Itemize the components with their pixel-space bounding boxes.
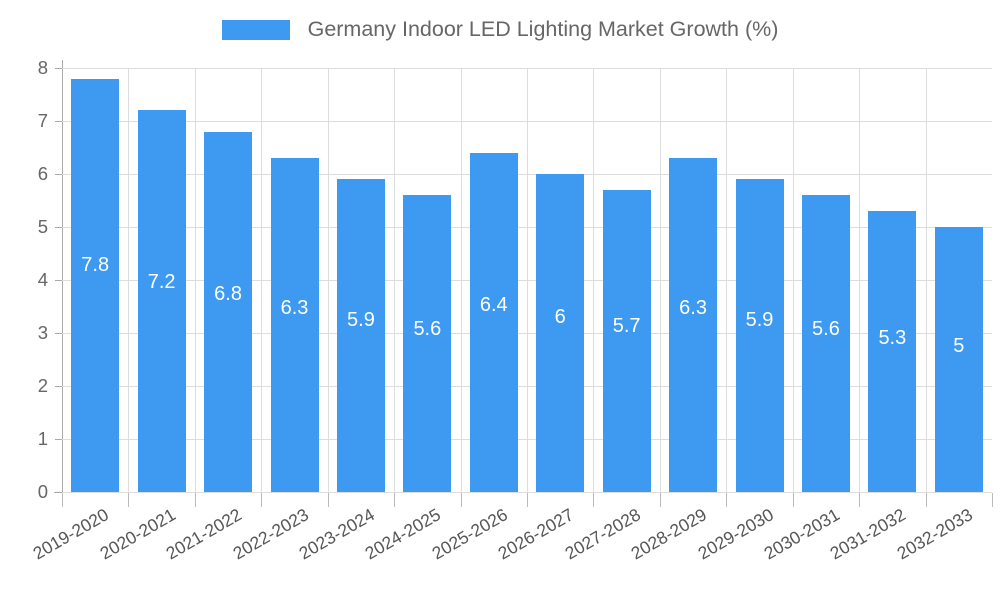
y-tick-mark: [55, 68, 62, 69]
y-tick-label: 4: [37, 268, 48, 290]
x-tick-mark: [593, 493, 594, 507]
y-tick-label: 2: [37, 374, 48, 396]
x-tick-mark: [261, 493, 262, 507]
x-tick-mark: [461, 493, 462, 507]
y-tick-mark: [55, 280, 62, 281]
x-tick-mark: [527, 493, 528, 507]
y-axis-labels: 0 1 2 3 4 5 6 7 8: [0, 58, 48, 500]
bar[interactable]: 5.6: [403, 195, 452, 492]
y-tick-label: 3: [37, 321, 48, 343]
y-tick-label: 1: [37, 427, 48, 449]
bar[interactable]: 6.8: [204, 131, 253, 492]
y-tick-mark: [55, 227, 62, 228]
bar[interactable]: 7.2: [137, 110, 186, 492]
bar-value-label: 5.7: [612, 314, 641, 337]
y-tick-mark: [55, 492, 62, 493]
x-gridline: [328, 68, 329, 492]
x-tick-mark: [195, 493, 196, 507]
bar[interactable]: 5.7: [602, 189, 651, 492]
bar-value-label: 5.9: [347, 309, 375, 332]
x-gridline: [926, 68, 927, 492]
y-tick-label: 6: [37, 162, 48, 184]
bar-value-label: 5.3: [878, 326, 907, 349]
x-tick-mark: [726, 493, 727, 507]
y-tick-label: 0: [37, 480, 48, 502]
x-gridline: [527, 68, 528, 492]
x-gridline: [859, 68, 860, 492]
bar-value-label: 5.9: [745, 309, 774, 332]
bar[interactable]: 5.6: [801, 195, 850, 492]
x-axis-labels: 2019-2020 2020-2021 2021-2022 2022-2023 2023…: [30, 492, 992, 600]
bar[interactable]: 5.9: [735, 179, 784, 492]
bar[interactable]: 5: [934, 227, 983, 492]
x-gridline: [195, 68, 196, 492]
y-axis-line: [62, 60, 63, 492]
bar-value-label: 6.4: [479, 294, 508, 317]
y-tick-label: 8: [37, 56, 48, 78]
y-tick-label: 5: [37, 215, 48, 237]
x-tick-mark: [128, 493, 129, 507]
bar-value-label: 7.2: [147, 271, 176, 294]
bar-value-label: 6: [554, 306, 566, 329]
bar-value-label: 6.3: [679, 297, 707, 320]
x-tick-mark: [992, 493, 993, 507]
x-gridline: [726, 68, 727, 492]
bar-value-label: 5.6: [413, 317, 442, 340]
bar[interactable]: 7.8: [71, 78, 120, 492]
y-tick-mark: [55, 333, 62, 334]
bar[interactable]: 6: [536, 174, 585, 492]
plot-area: 7.8 7.2 6.8 6.3 5.9 5.6 6.4 6 5.7 6.3 5.9 5.6 5.3 5: [54, 60, 993, 507]
x-gridline: [660, 68, 661, 492]
legend-color-swatch: [221, 20, 290, 40]
x-tick-mark: [328, 493, 329, 507]
x-tick-mark: [62, 493, 63, 507]
y-tick-label: 7: [37, 109, 48, 131]
bar-value-label: 7.8: [81, 253, 110, 276]
bar-value-label: 5: [953, 335, 965, 358]
bar-value-label: 6.3: [280, 297, 309, 320]
bar[interactable]: 5.3: [868, 211, 917, 492]
bar[interactable]: 5.9: [336, 179, 385, 492]
bar[interactable]: 6.3: [669, 158, 718, 492]
x-tick-mark: [859, 493, 860, 507]
bar[interactable]: 6.4: [469, 152, 518, 492]
bar-value-label: 6.8: [214, 282, 242, 305]
x-tick-mark: [926, 493, 927, 507]
legend-label: Germany Indoor LED Lighting Market Growt…: [307, 17, 779, 42]
x-gridline: [793, 68, 794, 492]
x-gridline: [593, 68, 594, 492]
y-tick-mark: [55, 386, 62, 387]
x-tick-mark: [394, 493, 395, 507]
chart-legend: Germany Indoor LED Lighting Market Growt…: [0, 12, 1000, 48]
y-tick-mark: [55, 174, 62, 175]
x-tick-mark: [660, 493, 661, 507]
y-gridline: [62, 492, 992, 493]
x-gridline: [128, 68, 129, 492]
x-gridline: [261, 68, 262, 492]
y-tick-mark: [55, 121, 62, 122]
x-gridline: [394, 68, 395, 492]
x-gridline: [461, 68, 462, 492]
bar-value-label: 5.6: [812, 317, 840, 340]
y-tick-mark: [55, 439, 62, 440]
bar[interactable]: 6.3: [270, 158, 319, 492]
x-tick-mark: [793, 493, 794, 507]
